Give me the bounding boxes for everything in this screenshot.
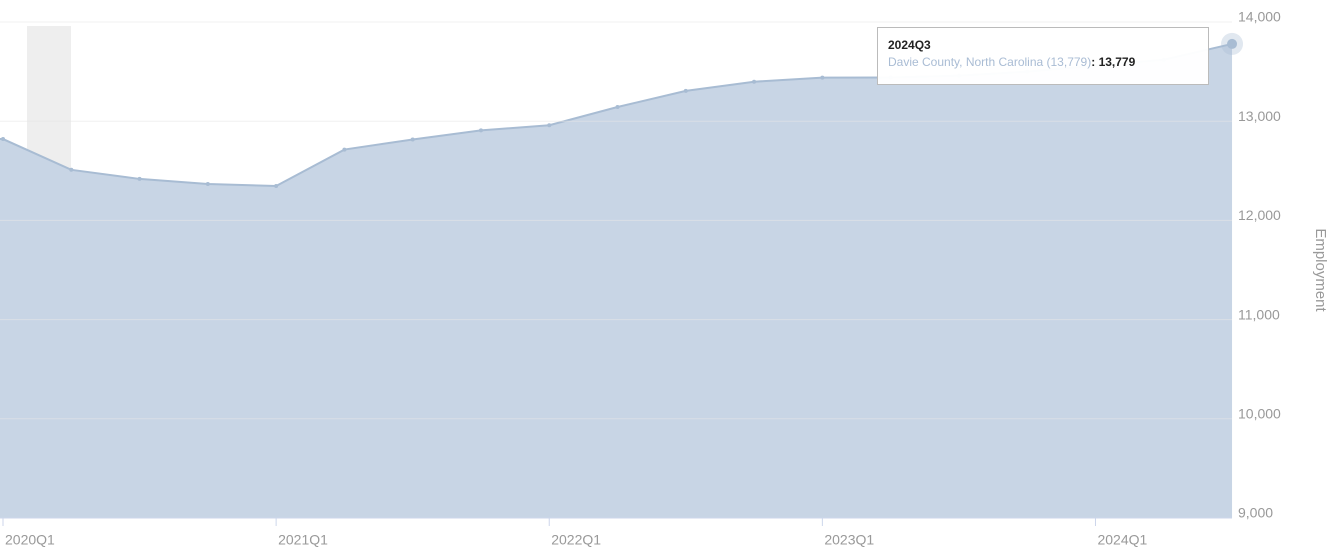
y-axis-label: Employment	[1312, 228, 1329, 312]
point	[69, 167, 74, 172]
y-tick-label: 14,000	[1238, 9, 1281, 25]
x-tick-label: 2020Q1	[5, 532, 55, 548]
tooltip-separator: :	[1091, 55, 1096, 69]
point	[547, 123, 552, 128]
y-tick-label: 13,000	[1238, 108, 1281, 124]
point	[1, 137, 5, 142]
point	[137, 176, 142, 181]
tooltip-series: Davie County, North Carolina (13,779)	[888, 55, 1092, 69]
area	[0, 43, 1233, 519]
x-tick-label: 2022Q1	[551, 532, 601, 548]
y-tick-label: 10,000	[1238, 406, 1281, 422]
point	[205, 181, 210, 186]
x-tick-label: 2024Q1	[1097, 532, 1147, 548]
point	[478, 128, 483, 133]
tooltip-title: 2024Q3	[888, 38, 931, 52]
y-tick-label: 11,000	[1238, 306, 1280, 322]
point	[820, 75, 825, 80]
point	[1227, 38, 1238, 49]
point	[683, 88, 688, 93]
point	[342, 147, 347, 152]
tooltip: 2024Q3 Davie County, North Carolina (13,…	[877, 27, 1209, 85]
y-tick-label: 9,000	[1238, 505, 1273, 521]
point	[274, 183, 279, 188]
tooltip-value: 13,779	[1098, 55, 1136, 69]
point	[410, 137, 415, 142]
y-tick-label: 12,000	[1238, 207, 1281, 223]
point	[615, 105, 620, 110]
x-tick-label: 2021Q1	[278, 532, 328, 548]
point	[752, 79, 757, 84]
x-tick-label: 2023Q1	[824, 532, 874, 548]
